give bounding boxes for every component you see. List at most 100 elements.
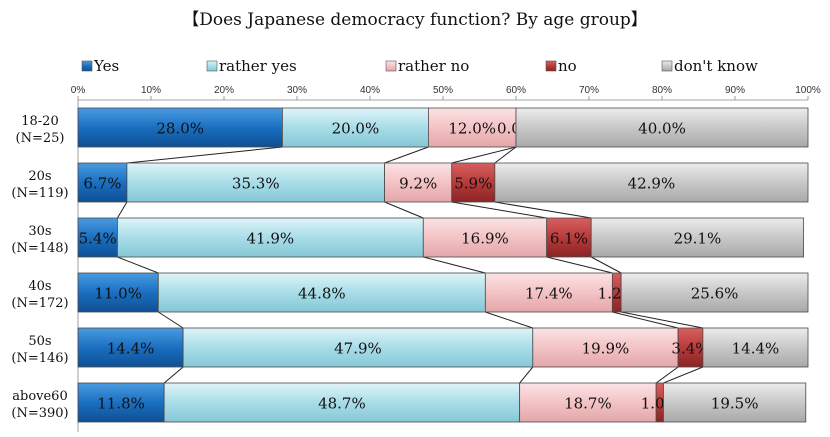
bar-segment bbox=[281, 107, 429, 148]
data-label: 35.3% bbox=[232, 175, 280, 193]
bar-segment bbox=[77, 162, 128, 203]
x-tick-label: 10% bbox=[141, 85, 161, 96]
category-axis: 18-20 (N=25) 20s (N=119) 30s (N=148) 40s (N=172… bbox=[11, 114, 68, 421]
category-label: 20s bbox=[28, 169, 51, 184]
bar-segment bbox=[677, 327, 704, 368]
category-n: (N=25) bbox=[16, 131, 65, 146]
x-tick-label: 0% bbox=[71, 85, 86, 96]
series-line bbox=[384, 146, 429, 164]
category-n: (N=172) bbox=[11, 296, 68, 311]
bar-segment bbox=[422, 217, 548, 258]
data-label: 17.4% bbox=[525, 285, 573, 303]
bar-segment bbox=[590, 217, 805, 258]
plot-area: 28.0%20.0%12.0%0.0%40.0%6.7%35.3%9.2%5.9… bbox=[77, 107, 809, 423]
legend-swatch bbox=[385, 60, 397, 72]
data-label: 40.0% bbox=[638, 120, 686, 138]
legend-swatch bbox=[661, 60, 673, 72]
x-tick-label: 70% bbox=[579, 85, 599, 96]
category-label: above60 bbox=[12, 389, 67, 404]
data-label: 16.9% bbox=[461, 230, 509, 248]
chart-title: 【Does Japanese democracy function? By ag… bbox=[182, 10, 648, 30]
x-tick-label: 80% bbox=[652, 85, 672, 96]
data-label: 12.0% bbox=[448, 120, 496, 138]
data-label: 14.4% bbox=[732, 340, 780, 358]
data-label: 6.1% bbox=[550, 230, 588, 248]
data-label: 11.8% bbox=[97, 395, 145, 413]
data-label: 29.1% bbox=[674, 230, 722, 248]
series-line bbox=[612, 311, 679, 329]
bar-segment bbox=[484, 272, 613, 313]
data-label: 11.0% bbox=[94, 285, 142, 303]
bar-segment bbox=[663, 382, 807, 423]
series-line bbox=[163, 366, 184, 384]
series-line bbox=[655, 366, 679, 384]
series-line bbox=[126, 146, 283, 164]
bar-segment bbox=[451, 162, 496, 203]
legend-label: Yes bbox=[93, 57, 119, 75]
data-label: 5.4% bbox=[79, 230, 117, 248]
data-label: 9.2% bbox=[399, 175, 437, 193]
data-label: 5.9% bbox=[454, 175, 492, 193]
x-tick-label: 40% bbox=[360, 85, 380, 96]
x-tick-label: 30% bbox=[287, 85, 307, 96]
x-tick-label: 60% bbox=[506, 85, 526, 96]
data-label: 47.9% bbox=[334, 340, 382, 358]
series-line bbox=[590, 256, 622, 274]
bar-segment bbox=[77, 382, 165, 423]
category-label: 18-20 bbox=[21, 114, 58, 129]
bar-segment bbox=[532, 327, 679, 368]
data-label: 19.9% bbox=[582, 340, 630, 358]
bar-segment bbox=[427, 107, 517, 148]
x-tick-label: 20% bbox=[214, 85, 234, 96]
bar-segment bbox=[157, 272, 486, 313]
series-line bbox=[494, 201, 592, 219]
series-line bbox=[621, 311, 703, 329]
series-line bbox=[494, 146, 517, 164]
data-label: 14.4% bbox=[107, 340, 155, 358]
category-n: (N=146) bbox=[11, 351, 68, 366]
legend: Yes rather yes rather no no don't know bbox=[81, 57, 758, 75]
category-label: 50s bbox=[28, 334, 51, 349]
bar-segment bbox=[519, 382, 657, 423]
series-line bbox=[158, 311, 184, 329]
data-label: 25.6% bbox=[691, 285, 739, 303]
bar-segment bbox=[494, 162, 809, 203]
bar-segment bbox=[620, 272, 809, 313]
series-line bbox=[116, 201, 128, 219]
x-tick-label: 90% bbox=[725, 85, 745, 96]
series-line bbox=[663, 366, 704, 384]
category-n: (N=119) bbox=[11, 186, 68, 201]
bar-segment bbox=[515, 107, 809, 148]
category-label: 30s bbox=[28, 224, 51, 239]
bar-segment bbox=[117, 217, 424, 258]
data-label: 42.9% bbox=[628, 175, 676, 193]
x-tick-label: 50% bbox=[433, 85, 453, 96]
bar-segment bbox=[77, 107, 283, 148]
x-tick-label: 100% bbox=[795, 85, 821, 96]
data-label: 28.0% bbox=[156, 120, 204, 138]
category-n: (N=390) bbox=[11, 406, 68, 421]
series-line bbox=[546, 256, 613, 274]
legend-label: rather no bbox=[398, 57, 469, 75]
data-label: 44.8% bbox=[298, 285, 346, 303]
legend-label: don't know bbox=[674, 57, 758, 75]
bar-segment bbox=[182, 327, 534, 368]
bar-segment bbox=[77, 272, 159, 313]
bar-segment bbox=[126, 162, 386, 203]
legend-swatch bbox=[206, 60, 218, 72]
bar-segment bbox=[546, 217, 592, 258]
series-line bbox=[485, 311, 533, 329]
series-lines bbox=[116, 146, 704, 384]
data-label: 19.5% bbox=[711, 395, 759, 413]
data-label: 3.4% bbox=[671, 340, 709, 358]
bar-segment bbox=[384, 162, 453, 203]
series-line bbox=[384, 201, 424, 219]
data-label: 20.0% bbox=[332, 120, 380, 138]
series-line bbox=[519, 366, 534, 384]
data-label: 41.9% bbox=[247, 230, 295, 248]
series-line bbox=[451, 201, 547, 219]
series-line bbox=[451, 146, 517, 164]
x-axis: 0% 10% 20% 30% 40% 50% 60% 70% 80% 90% 100% bbox=[71, 85, 821, 432]
legend-swatch bbox=[545, 60, 557, 72]
